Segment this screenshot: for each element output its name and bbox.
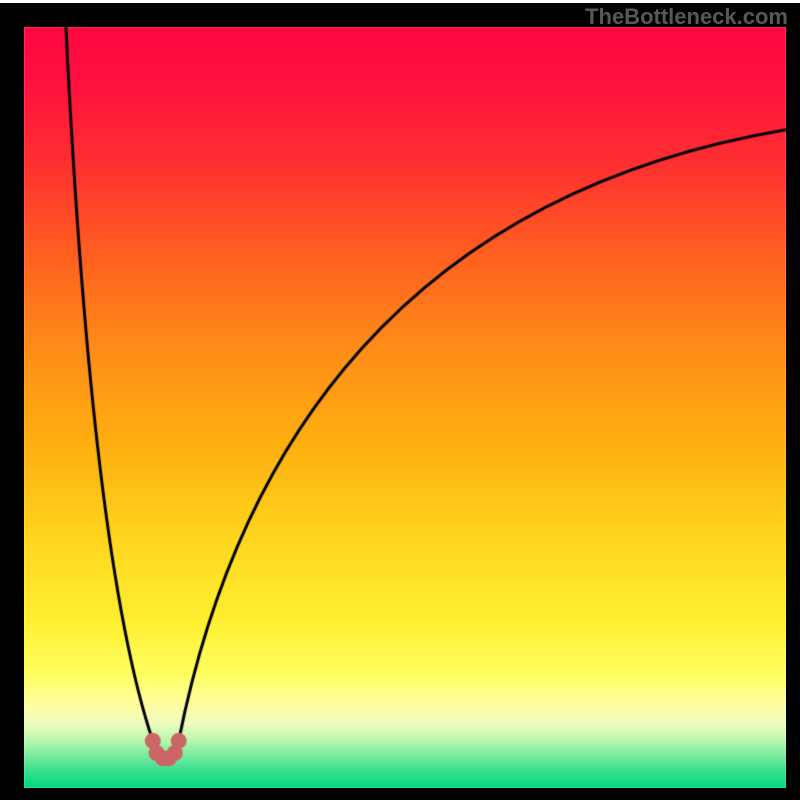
- watermark-text: TheBottleneck.com: [585, 4, 788, 30]
- bottleneck-curve: [0, 0, 800, 800]
- chart-container: TheBottleneck.com: [0, 0, 800, 800]
